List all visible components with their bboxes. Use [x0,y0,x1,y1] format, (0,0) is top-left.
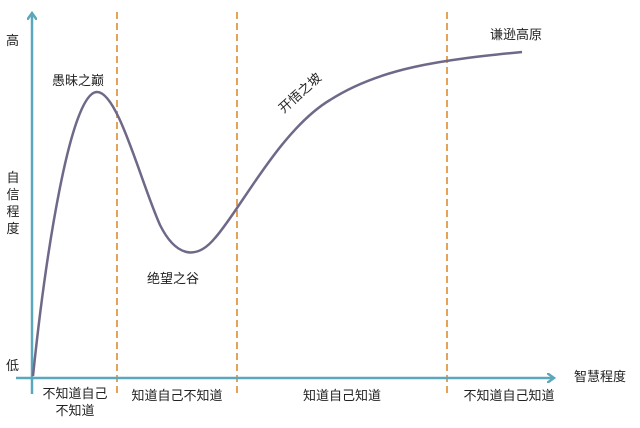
y-axis-low-label: 低 [6,359,20,374]
x-axis-title: 智慧程度 [574,370,627,385]
y-axis-title: 自信程度 [6,171,20,237]
zone-label: 知道自己不知道 [131,389,223,404]
y-axis-high-label: 高 [6,34,20,49]
peak-label: 愚昧之巅 [52,74,105,89]
plateau-label: 谦逊高原 [490,28,543,43]
zone-label: 不知道自己知道 [463,389,555,404]
confidence-curve [31,50,523,377]
valley-label: 绝望之谷 [147,272,200,287]
zone-label: 知道自己知道 [302,389,381,404]
zone-label: 不知道自己 不知道 [42,387,108,419]
